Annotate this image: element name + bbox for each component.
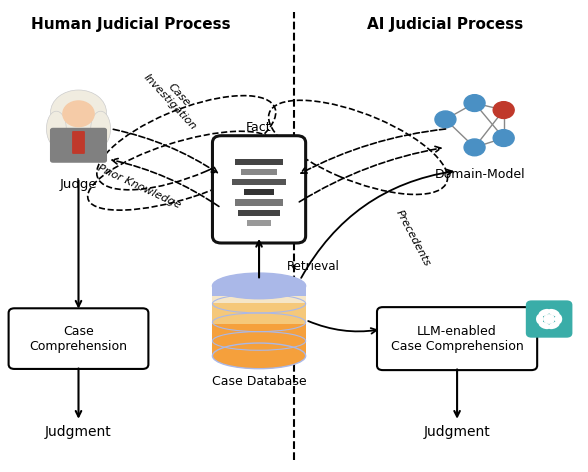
Text: Human Judicial Process: Human Judicial Process [31, 17, 230, 32]
Bar [212, 286, 306, 303]
Ellipse shape [554, 314, 562, 324]
FancyBboxPatch shape [72, 131, 85, 154]
Bar [241, 169, 277, 175]
FancyBboxPatch shape [212, 136, 306, 243]
Ellipse shape [91, 111, 111, 146]
Ellipse shape [548, 309, 560, 316]
Text: AI Judicial Process: AI Judicial Process [368, 17, 523, 32]
Text: Case
Investigation: Case Investigation [142, 65, 207, 132]
Ellipse shape [539, 309, 550, 316]
Text: Fact: Fact [246, 121, 272, 135]
Text: Case
Comprehension: Case Comprehension [29, 325, 128, 353]
Bar [244, 189, 274, 195]
Ellipse shape [46, 111, 66, 146]
Ellipse shape [51, 90, 106, 135]
Text: Precedents: Precedents [395, 209, 432, 268]
FancyBboxPatch shape [50, 128, 107, 163]
Text: Retrieval: Retrieval [287, 260, 340, 273]
Circle shape [464, 139, 485, 156]
Bar [212, 303, 306, 324]
Circle shape [493, 101, 514, 118]
Circle shape [464, 95, 485, 111]
FancyBboxPatch shape [9, 308, 148, 369]
Ellipse shape [539, 322, 550, 329]
Ellipse shape [212, 273, 306, 299]
Bar [238, 210, 280, 216]
Text: Domain-Model: Domain-Model [435, 169, 526, 181]
Bar [232, 179, 286, 185]
Bar [235, 200, 283, 205]
FancyBboxPatch shape [377, 307, 537, 370]
FancyBboxPatch shape [526, 300, 572, 337]
Text: Judgment: Judgment [424, 425, 490, 439]
Ellipse shape [536, 314, 543, 324]
Bar [212, 324, 306, 356]
Circle shape [493, 130, 514, 146]
Circle shape [544, 315, 554, 323]
Ellipse shape [548, 322, 560, 329]
Text: Prior Knowledge: Prior Knowledge [96, 163, 183, 211]
Bar [235, 159, 283, 165]
Text: Judgment: Judgment [45, 425, 112, 439]
Text: Case Database: Case Database [212, 375, 306, 388]
Text: LLM-enabled
Case Comprehension: LLM-enabled Case Comprehension [390, 325, 523, 353]
Ellipse shape [62, 100, 95, 127]
Circle shape [435, 111, 456, 128]
Ellipse shape [212, 343, 306, 369]
Text: Judge: Judge [60, 177, 97, 191]
Bar [212, 285, 306, 296]
Bar [247, 219, 271, 226]
